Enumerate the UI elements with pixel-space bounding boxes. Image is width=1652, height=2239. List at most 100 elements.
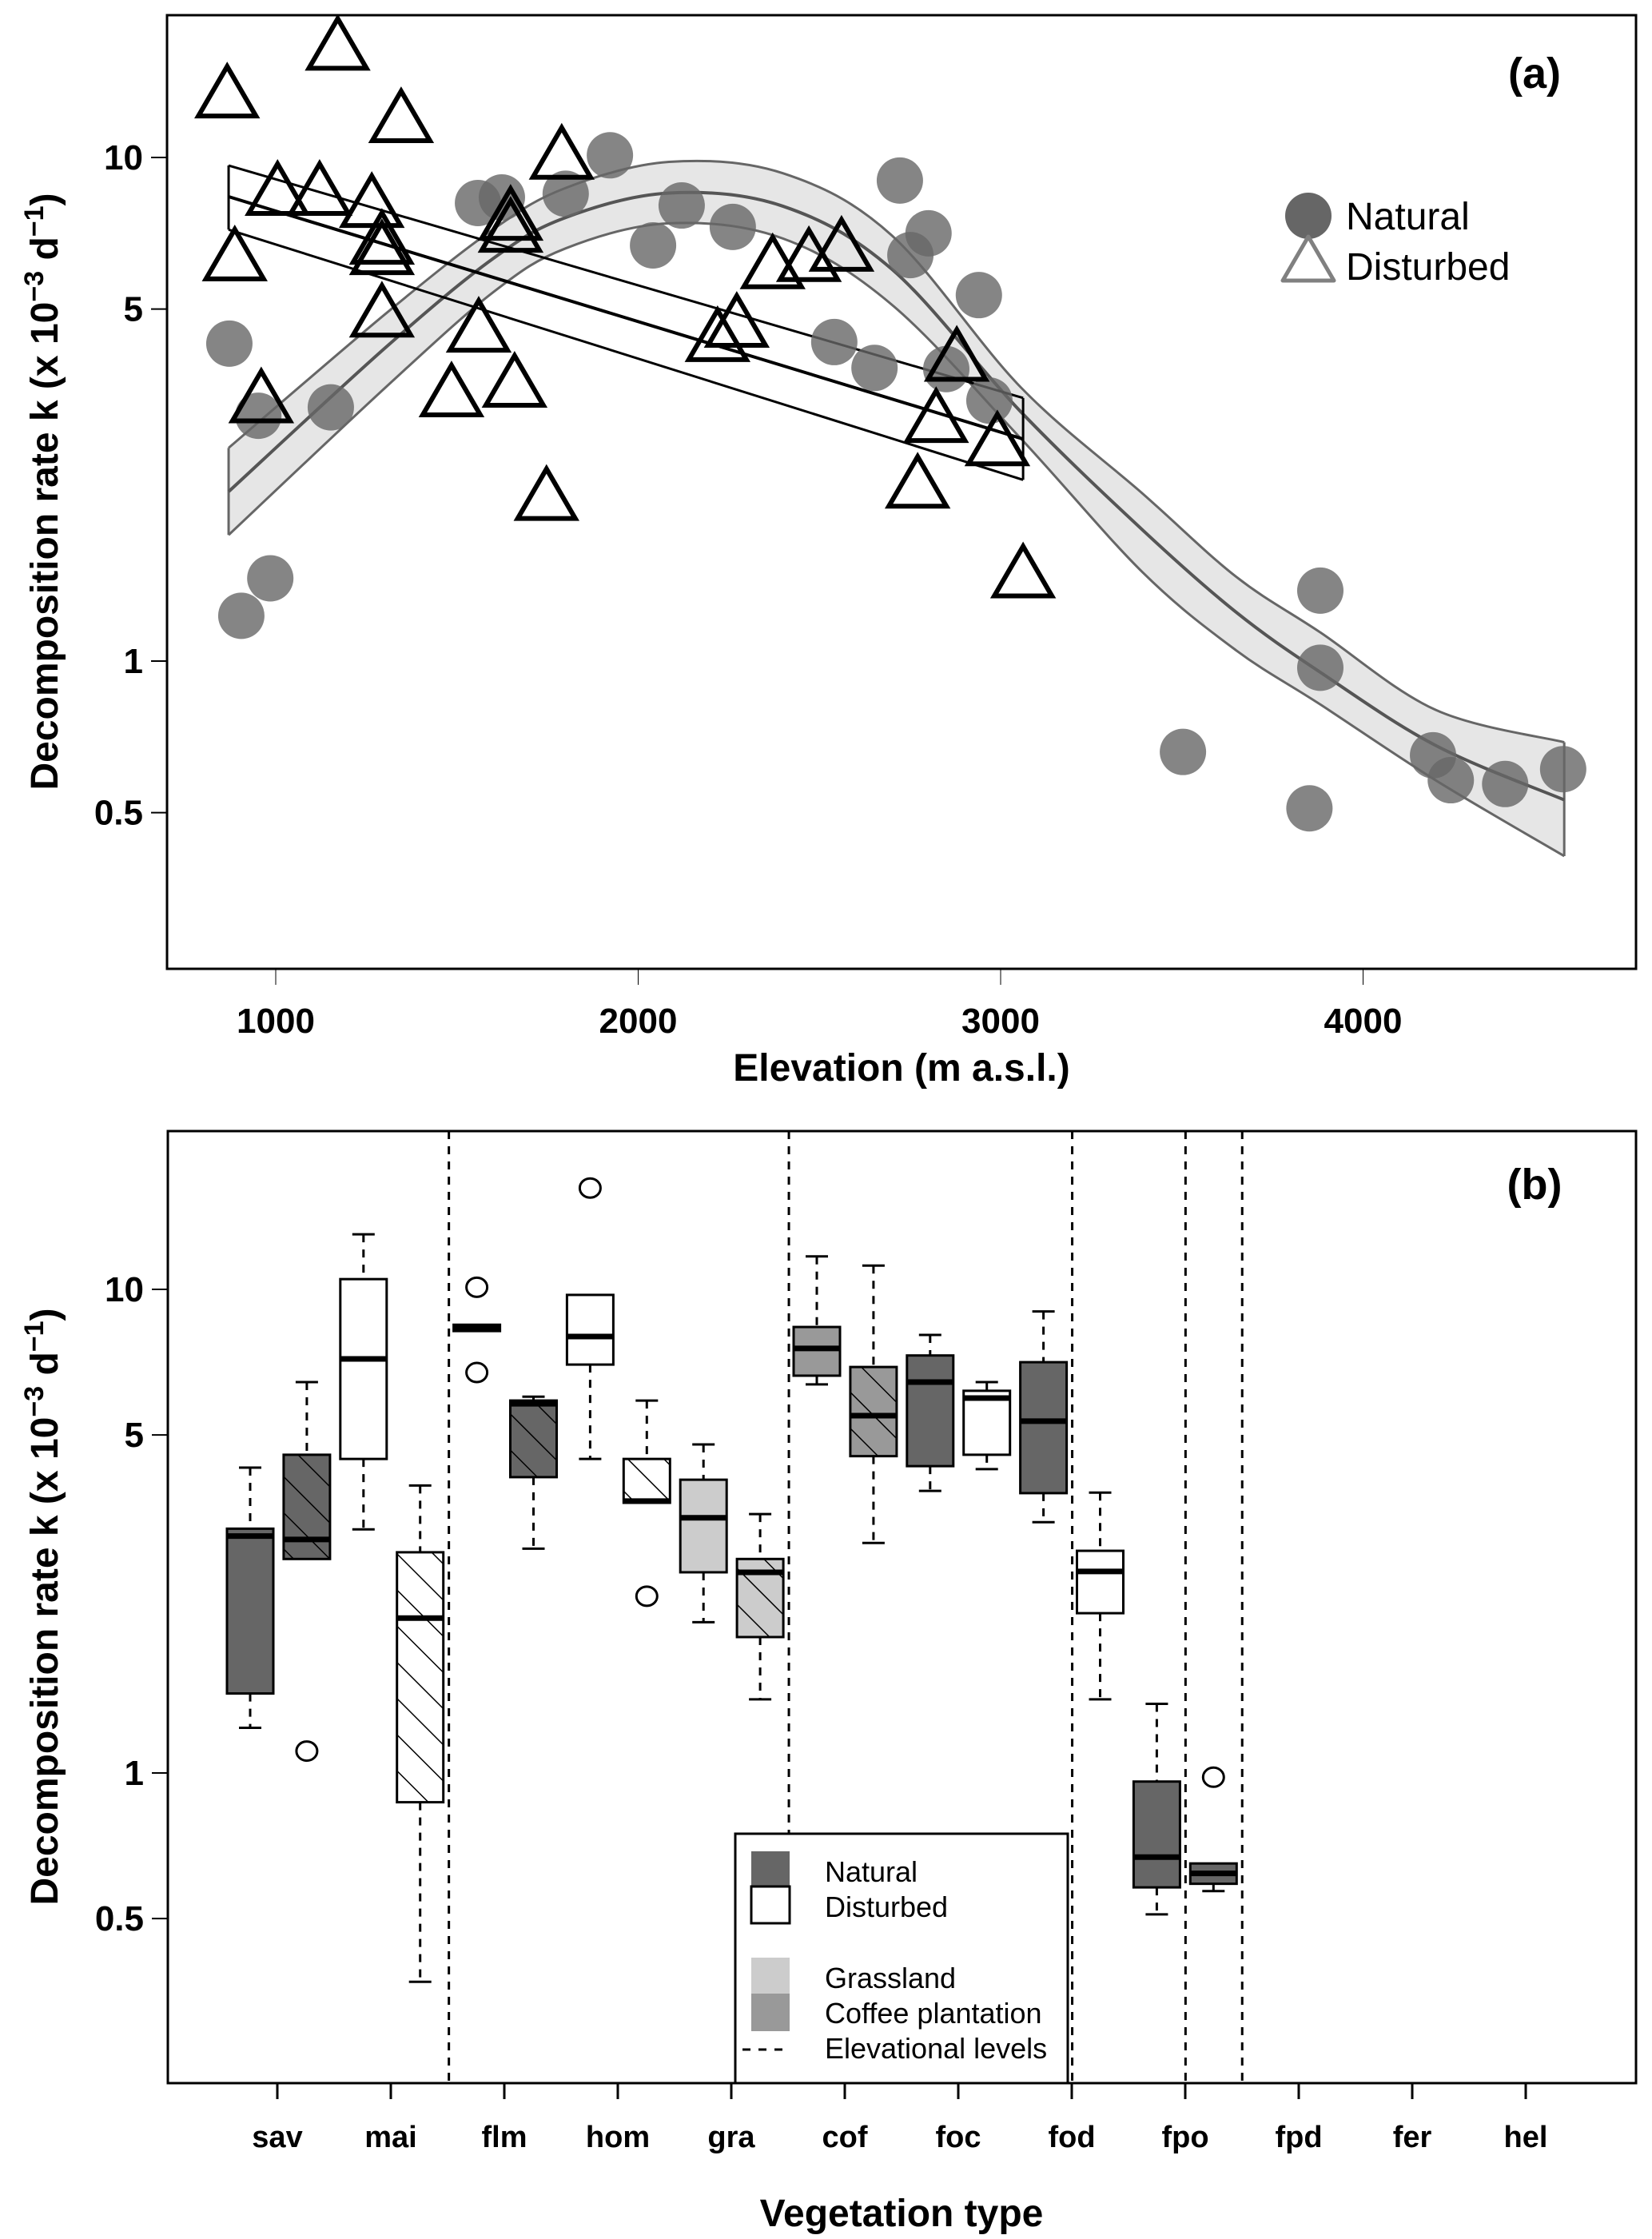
legend-label-elevational: Elevational levels — [825, 2032, 1047, 2065]
disturbed-point — [245, 159, 311, 217]
legend-box — [734, 1832, 1069, 2085]
disturbed-point — [348, 218, 416, 276]
box-flm-hatched — [509, 1395, 558, 1550]
legend-label-grassland: Grassland — [825, 1962, 956, 1994]
natural-point — [905, 209, 952, 257]
y-axis-title-b-exp1: −3 — [19, 1386, 50, 1417]
y-axis-title: Decomposition rate k (x 10−3 d−1) — [19, 193, 66, 790]
box-hatching — [510, 1400, 557, 1477]
box-body — [792, 1325, 842, 1377]
disturbed-fit-line — [228, 195, 1024, 441]
natural-point — [955, 272, 1002, 319]
disturbed-point — [964, 409, 1031, 467]
disturbed-point — [368, 86, 435, 144]
box-hatching — [623, 1459, 671, 1503]
x-tick-label: 4000 — [1324, 1002, 1403, 1041]
natural-point — [235, 392, 282, 440]
y-axis-title-end: ) — [24, 193, 66, 205]
box-gra — [679, 1443, 728, 1623]
disturbed-point — [528, 122, 595, 180]
disturbed-point — [703, 291, 770, 349]
disturbed-points — [194, 14, 1057, 599]
disturbed-point — [481, 351, 548, 408]
box-body — [565, 1293, 615, 1366]
natural-points — [205, 132, 1586, 832]
y-axis-title-mid: d — [24, 237, 66, 271]
outlier-point — [578, 1177, 602, 1199]
legend-disturbed-label: Disturbed — [1346, 246, 1510, 289]
category-label: foc — [936, 2121, 981, 2154]
legend-disturbed-marker — [1280, 234, 1336, 283]
legend-natural-label: Natural — [1346, 196, 1470, 238]
disturbed-point — [305, 14, 371, 71]
x-axis-title: Elevation (m a.s.l.) — [733, 1047, 1069, 1090]
legend-natural-marker — [1285, 193, 1332, 239]
box-body — [1076, 1549, 1125, 1615]
natural-point — [1296, 644, 1343, 691]
disturbed-point — [513, 464, 579, 521]
box-hom — [565, 1177, 615, 1460]
y-axis-title-main: Decomposition rate k (x 10 — [24, 302, 66, 791]
boxes — [225, 1177, 1238, 1983]
box-body — [962, 1389, 1012, 1456]
category-label: fpd — [1275, 2121, 1322, 2154]
box-cof-hatched — [849, 1264, 898, 1544]
box-body — [906, 1354, 955, 1468]
box-sav-hatched — [282, 1380, 332, 1763]
panel-b-boxplot: sav mai flm hom gra cof foc fod fpo fpd fer hel 0.5… — [19, 1129, 1638, 2235]
category-label: sav — [252, 2121, 302, 2154]
disturbed-point — [348, 208, 416, 265]
natural-point — [1160, 728, 1207, 775]
y-axis-ticks: 0.5 1 5 10 — [94, 138, 167, 833]
natural-point — [217, 592, 265, 639]
legend-swatch-disturbed — [750, 1885, 791, 1925]
disturbed-point — [445, 296, 512, 353]
x-axis-title-b: Vegetation type — [760, 2193, 1044, 2235]
box-body — [225, 1527, 275, 1695]
natural-point — [922, 345, 969, 392]
box-cof — [792, 1255, 842, 1386]
y-tick-label: 5 — [124, 290, 143, 329]
box-flm — [452, 1276, 502, 1384]
box-gra-hatched — [735, 1512, 785, 1701]
x-tick-label: 1000 — [237, 1002, 315, 1041]
panel-a-scatter: 1000 2000 3000 4000 0.5 1 5 10 (a) Elevation (… — [19, 14, 1638, 1090]
confidence-band-fill — [229, 161, 1565, 856]
outlier-point — [465, 1361, 489, 1384]
category-label: cof — [822, 2121, 868, 2154]
box-body — [339, 1277, 388, 1460]
natural-point — [587, 132, 634, 179]
natural-point — [1286, 785, 1333, 832]
category-label: gra — [707, 2121, 755, 2154]
disturbed-point — [903, 386, 969, 444]
category-ticks: sav mai flm hom gra cof foc fod fpo fpd fer hel — [252, 2083, 1547, 2154]
disturbed-point — [201, 224, 268, 281]
disturbed-point — [194, 62, 261, 119]
y-tick-label: 1 — [124, 642, 143, 681]
outlier-point — [1201, 1766, 1225, 1788]
panel-b-label: (b) — [1507, 1161, 1562, 1209]
y-axis-title-exp1: −3 — [19, 271, 50, 302]
y-axis-title-exp2: −1 — [19, 205, 50, 237]
y-axis-ticks-b: 0.5 1 5 10 — [95, 1270, 168, 1938]
box-fpd — [1076, 1491, 1125, 1701]
category-label: hel — [1504, 2121, 1548, 2154]
natural-point — [247, 555, 294, 602]
box-fpo — [1019, 1310, 1069, 1524]
y-axis-title-b-mid: d — [24, 1352, 66, 1386]
panel-b-legend: Natural Disturbed Grassland Coffee plant… — [734, 1832, 1069, 2085]
panel-a-frame — [165, 14, 1638, 970]
box-body — [679, 1478, 728, 1574]
y-axis-title-b-exp2: −1 — [19, 1321, 50, 1352]
box-hatching — [850, 1367, 897, 1456]
natural-point — [810, 318, 858, 365]
natural-point — [205, 320, 253, 367]
natural-point — [307, 384, 354, 431]
natural-point — [1427, 757, 1475, 804]
panel-a-legend: Natural Disturbed — [1280, 193, 1510, 289]
y-tick-label: 1 — [125, 1754, 144, 1793]
y-tick-label: 5 — [125, 1416, 144, 1455]
box-hatching — [283, 1454, 330, 1560]
disturbed-point — [286, 159, 353, 217]
category-label: mai — [364, 2121, 416, 2154]
